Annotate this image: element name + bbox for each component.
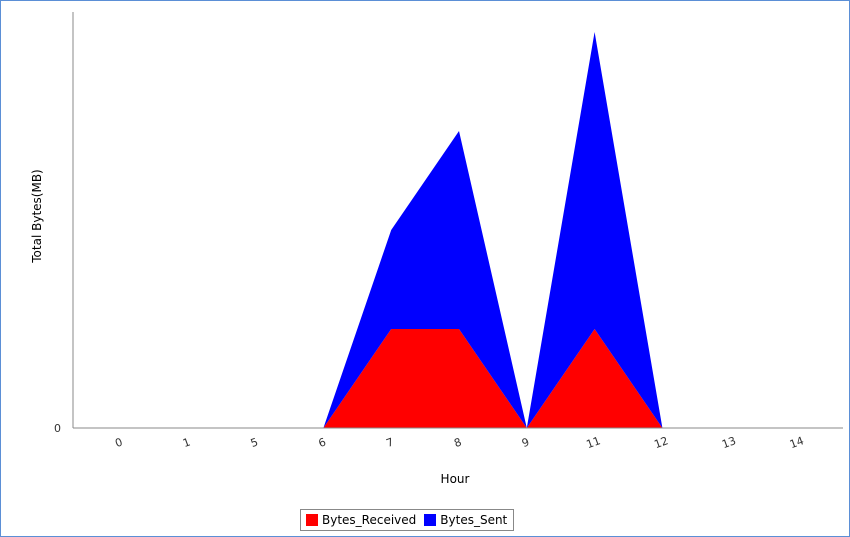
x-tick-label: 8: [452, 435, 463, 450]
legend-swatch: [306, 514, 318, 526]
x-tick-label: 11: [585, 434, 603, 451]
legend-label: Bytes_Received: [322, 513, 417, 527]
area-series-bytes-sent: [120, 32, 798, 428]
x-tick-label: 9: [520, 435, 531, 450]
legend-item-bytes-received: Bytes_Received: [306, 513, 416, 527]
y-tick-label: 0: [54, 422, 61, 435]
x-tick-label: 6: [317, 435, 328, 450]
legend-item-bytes-sent: Bytes_Sent: [424, 513, 507, 527]
area-series-bytes-received: [120, 329, 798, 428]
x-tick-label: 14: [788, 434, 806, 451]
x-tick-label: 1: [181, 435, 192, 450]
legend-label: Bytes_Sent: [440, 513, 508, 527]
x-axis-title: Hour: [441, 472, 470, 486]
legend-swatch: [424, 514, 437, 526]
x-tick-label: 0: [113, 435, 124, 450]
x-tick-label: 5: [249, 435, 260, 450]
y-axis-title: Total Bytes(MB): [30, 169, 44, 263]
x-tick-label: 13: [720, 434, 738, 451]
legend: Bytes_Received Bytes_Sent: [300, 509, 515, 531]
x-tick-label: 7: [384, 435, 395, 450]
x-tick-label: 12: [652, 434, 670, 451]
